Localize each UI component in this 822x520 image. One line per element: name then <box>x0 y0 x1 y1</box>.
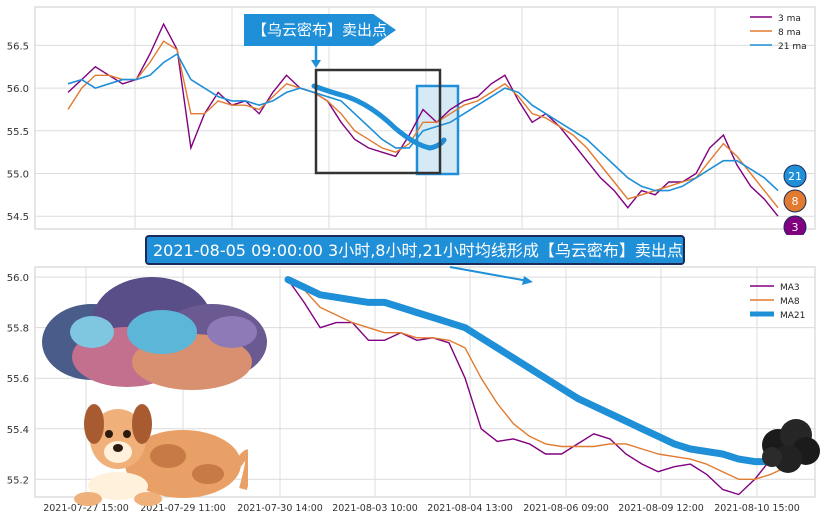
series-line-MA8 <box>287 276 788 480</box>
mid-annotation-banner: 2021-08-05 09:00:00 3小时,8小时,21小时均线形成【乌云密… <box>145 235 685 265</box>
x-tick-label: 2021-08-09 12:00 <box>618 503 704 514</box>
dog-illustration <box>74 404 248 506</box>
y-tick-label: 54.5 <box>7 212 29 223</box>
y-tick-label: 55.0 <box>7 170 29 181</box>
arrow-head <box>311 60 321 68</box>
x-tick-label: 2021-08-10 15:00 <box>714 503 800 514</box>
storm-cloud-illustration <box>42 277 267 390</box>
series-badge <box>783 189 807 213</box>
arrow-shaft <box>449 266 529 282</box>
series-line-MA3 <box>287 278 788 496</box>
y-tick-label: 56.5 <box>7 41 29 52</box>
x-tick-label: 2021-08-04 13:00 <box>427 503 513 514</box>
series-badge <box>783 164 807 188</box>
legend-label: MA8 <box>780 297 800 307</box>
legend-label: 21 ma <box>778 42 807 52</box>
series-badge-label: 3 <box>792 221 799 234</box>
x-tick-label: 2021-07-29 11:00 <box>140 503 226 514</box>
x-tick-label: 2021-08-03 10:00 <box>332 503 418 514</box>
arrow-head <box>522 276 533 285</box>
legend-label: MA21 <box>780 311 805 321</box>
y-tick-label: 55.2 <box>7 475 29 486</box>
dark-cloud-icon <box>762 419 820 473</box>
y-tick-label: 56.0 <box>7 84 29 95</box>
y-tick-label: 55.5 <box>7 127 29 138</box>
y-tick-label: 55.4 <box>7 425 29 436</box>
x-tick-label: 2021-07-30 14:00 <box>237 503 323 514</box>
y-tick-label: 55.6 <box>7 374 29 385</box>
series-badge <box>783 215 807 235</box>
y-tick-label: 55.8 <box>7 324 29 335</box>
series-badge-label: 8 <box>792 195 799 208</box>
top-annotation-banner: 【乌云密布】卖出点 <box>244 14 396 46</box>
legend-label: 8 ma <box>778 28 801 38</box>
legend: 3 ma 8 ma 21 ma <box>750 14 807 52</box>
y-tick-label: 56.0 <box>7 273 29 284</box>
legend: MA3 MA8 MA21 <box>750 283 805 321</box>
series-line-8-ma <box>67 40 779 209</box>
legend-label: 3 ma <box>778 14 801 24</box>
top-chart: 54.5 55.0 55.5 56.0 56.5 3 ma 8 ma 21 ma 21 8 3 <box>7 6 816 235</box>
series-line-21-ma <box>67 52 779 192</box>
x-tick-label: 2021-07-27 15:00 <box>43 503 129 514</box>
series-badge-label: 21 <box>788 170 802 183</box>
x-tick-label: 2021-08-06 09:00 <box>523 503 609 514</box>
highlighted-trend-segment <box>311 83 447 151</box>
legend-label: MA3 <box>780 283 800 293</box>
framed-region-box <box>314 68 442 175</box>
series-line-MA21 <box>284 276 791 466</box>
